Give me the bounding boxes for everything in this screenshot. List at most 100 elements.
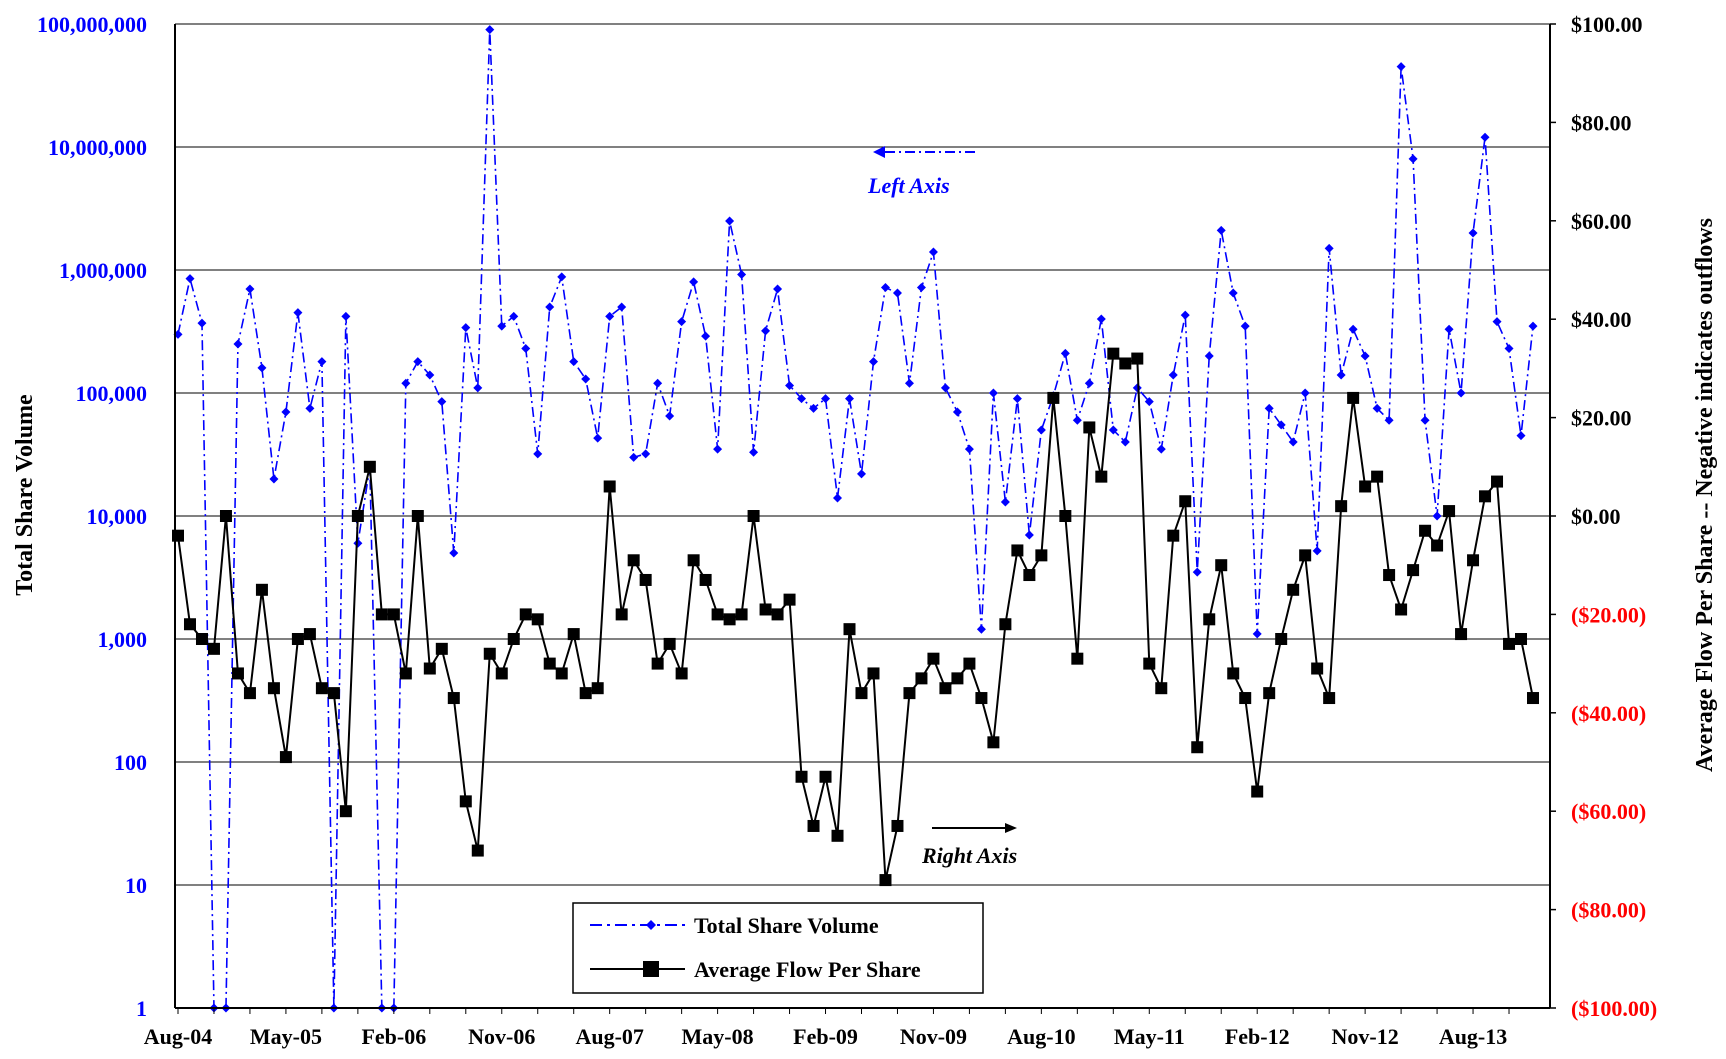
flow-point: [1251, 785, 1264, 798]
volume-point: [629, 452, 639, 462]
right-tick-label: $60.00: [1571, 209, 1632, 234]
flow-point: [183, 618, 196, 631]
flow-point: [459, 795, 472, 808]
flow-point: [651, 657, 664, 670]
flow-point: [519, 608, 532, 621]
flow-point: [423, 662, 436, 675]
volume-point: [856, 469, 866, 479]
flow-point: [1299, 549, 1312, 562]
flow-point: [603, 480, 616, 493]
flow-point: [219, 510, 232, 522]
x-tick-label: Aug-07: [575, 1024, 643, 1049]
volume-point: [1252, 629, 1262, 639]
flow-point: [315, 682, 328, 695]
volume-point: [1456, 388, 1466, 398]
left-tick-label: 100,000,000: [37, 12, 147, 37]
volume-point: [940, 383, 950, 393]
flow-line: [177, 351, 1534, 881]
volume-point: [737, 269, 747, 279]
volume-point: [1216, 225, 1226, 235]
flow-point: [1059, 510, 1072, 522]
volume-point: [293, 308, 303, 318]
flow-point: [1143, 657, 1156, 670]
flow-point: [567, 628, 580, 641]
flow-point: [1467, 554, 1480, 567]
volume-point: [1408, 154, 1418, 164]
flow-point: [207, 642, 220, 655]
flow-point: [735, 608, 748, 621]
flow-point: [675, 667, 688, 680]
flow-point: [663, 637, 676, 650]
flow-point: [483, 647, 496, 660]
flow-point: [279, 751, 292, 764]
flow-point: [1167, 529, 1180, 542]
flow-point: [1095, 470, 1108, 483]
volume-point: [557, 272, 567, 282]
volume-point: [845, 394, 855, 404]
flow-point: [255, 583, 268, 596]
volume-point: [749, 447, 759, 457]
left-tick-label: 10: [125, 873, 147, 898]
flow-point: [243, 687, 256, 700]
left-tick-label: 100: [114, 750, 147, 775]
flow-point: [1011, 544, 1024, 557]
flow-point: [843, 623, 856, 636]
flow-point: [1515, 633, 1528, 645]
volume-point: [1036, 425, 1046, 435]
volume-point: [1468, 228, 1478, 238]
flow-point: [579, 687, 592, 700]
flow-point: [771, 608, 784, 621]
volume-point: [425, 370, 435, 380]
volume-point: [545, 302, 555, 312]
flow-point: [1203, 613, 1216, 626]
flow-point: [915, 672, 928, 685]
volume-point: [269, 474, 279, 484]
volume-point: [1084, 378, 1094, 388]
volume-point: [1096, 314, 1106, 324]
flow-point: [795, 770, 808, 783]
flow-point: [555, 667, 568, 680]
flow-point: [1347, 391, 1360, 404]
volume-point: [1516, 431, 1526, 441]
volume-point: [305, 403, 315, 413]
right-axis-title: Average Flow Per Share -- Negative indic…: [1692, 218, 1718, 772]
total-share-volume-series: [173, 25, 1538, 1013]
volume-point: [1264, 403, 1274, 413]
volume-point: [928, 247, 938, 257]
right-tick-label: ($40.00): [1571, 701, 1646, 726]
volume-point: [485, 25, 495, 35]
right-tick-label: ($80.00): [1571, 898, 1646, 923]
flow-point: [987, 736, 1000, 749]
volume-point: [904, 378, 914, 388]
volume-point: [916, 283, 926, 293]
flow-point: [639, 573, 652, 586]
volume-point: [653, 378, 663, 388]
x-tick-label: Feb-06: [361, 1024, 426, 1049]
volume-point: [880, 283, 890, 293]
volume-point: [461, 323, 471, 333]
legend-volume-label: Total Share Volume: [694, 913, 879, 938]
flow-point: [1275, 633, 1288, 645]
flow-point: [615, 608, 628, 621]
volume-point: [665, 411, 675, 421]
flow-point: [1119, 357, 1132, 370]
flow-point: [1419, 524, 1432, 537]
flow-point: [1083, 421, 1096, 434]
flow-point: [1023, 569, 1036, 582]
left-axis-arrowhead: [873, 146, 885, 158]
flow-point: [1287, 583, 1300, 596]
flow-point: [975, 692, 988, 705]
volume-point: [1288, 437, 1298, 447]
right-axis-annotation: Right Axis: [921, 823, 1017, 868]
right-tick-label: $0.00: [1571, 504, 1621, 529]
volume-point: [1396, 62, 1406, 72]
flow-point: [1527, 692, 1539, 705]
volume-point: [497, 321, 507, 331]
volume-point: [1384, 415, 1394, 425]
volume-point: [413, 357, 423, 367]
volume-point: [521, 344, 531, 354]
flow-point: [1047, 391, 1060, 404]
flow-point: [999, 618, 1012, 631]
flow-point: [195, 633, 208, 645]
flow-point: [1155, 682, 1168, 695]
